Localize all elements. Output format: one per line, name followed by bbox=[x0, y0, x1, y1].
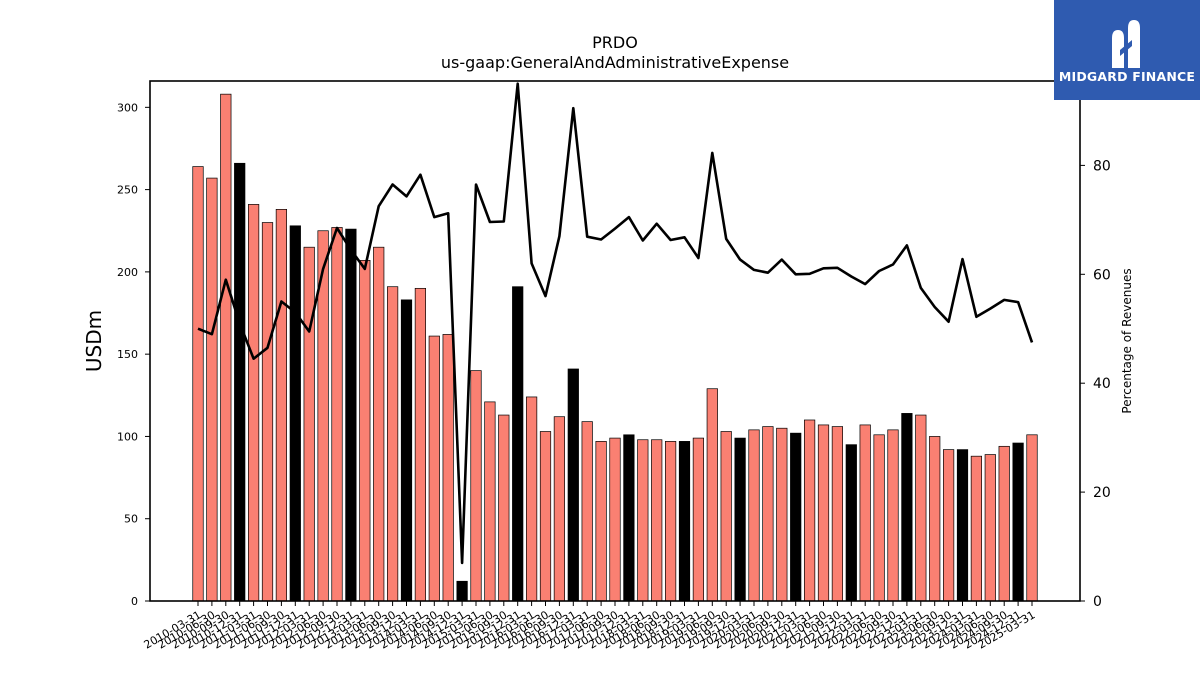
bar-quarter bbox=[261, 222, 274, 602]
bar-annual bbox=[234, 162, 246, 602]
y-tick-label: 100 bbox=[117, 430, 138, 443]
y-tick-label: 0 bbox=[131, 595, 138, 608]
bar-quarter bbox=[553, 416, 566, 602]
bar-quarter bbox=[303, 246, 315, 602]
bar-quarter bbox=[664, 441, 677, 602]
bar-quarter bbox=[359, 260, 371, 602]
bar-quarter bbox=[803, 419, 816, 602]
bar-quarter bbox=[414, 287, 426, 602]
bar-annual bbox=[567, 368, 579, 602]
bar-annual bbox=[956, 449, 969, 602]
bar-quarter bbox=[817, 424, 830, 602]
bar-quarter bbox=[428, 335, 440, 602]
bar-quarter bbox=[984, 454, 996, 602]
bar-annual bbox=[678, 441, 691, 602]
bar-quarter bbox=[651, 439, 663, 602]
bar-quarter bbox=[373, 246, 385, 602]
bar-quarter bbox=[498, 414, 510, 602]
y-tick-label: 250 bbox=[117, 184, 138, 197]
bar-quarter bbox=[998, 445, 1010, 602]
line-series bbox=[197, 82, 1034, 565]
y-tick-label: 150 bbox=[117, 348, 138, 361]
y2-tick-label: 80 bbox=[1093, 158, 1111, 174]
bar-quarter bbox=[220, 93, 232, 602]
y2-tick-label: 40 bbox=[1093, 376, 1111, 392]
bar-quarter bbox=[748, 429, 760, 602]
axis-ticks: 0501001502002503000204060802010-03-31201… bbox=[117, 101, 1111, 651]
bar-quarter bbox=[831, 426, 844, 602]
bar-quarter bbox=[692, 437, 705, 602]
bar-annual bbox=[790, 432, 802, 602]
bar-quarter bbox=[275, 209, 287, 602]
plot-frame bbox=[149, 80, 1081, 602]
chart-subtitle: us-gaap:GeneralAndAdministrativeExpense bbox=[441, 53, 789, 72]
y2-tick-label: 0 bbox=[1093, 594, 1102, 610]
y-tick-label: 200 bbox=[117, 266, 138, 279]
bar-quarter bbox=[331, 227, 343, 602]
bar-quarter bbox=[248, 204, 260, 602]
bar-quarter bbox=[442, 334, 454, 602]
bar-quarter bbox=[206, 177, 218, 602]
bar-annual bbox=[1012, 442, 1024, 602]
bar-annual bbox=[901, 413, 913, 602]
bar-quarter bbox=[609, 437, 621, 602]
bar-quarter bbox=[706, 388, 718, 602]
midgard-finance-logo: MIDGARD FINANCE bbox=[1054, 0, 1200, 100]
bar-quarter bbox=[387, 286, 399, 602]
logo-brand-text: MIDGARD FINANCE bbox=[1058, 69, 1196, 84]
bar-annual bbox=[845, 444, 857, 602]
bar-quarter bbox=[762, 426, 774, 602]
bar-quarter bbox=[470, 370, 482, 602]
bar-quarter bbox=[595, 441, 607, 602]
bar-quarter bbox=[525, 396, 538, 602]
y2-axis-label: Percentage of Revenues bbox=[1120, 268, 1134, 413]
bar-quarter bbox=[873, 434, 885, 602]
bar-series bbox=[192, 93, 1038, 602]
y2-tick-label: 60 bbox=[1093, 267, 1111, 283]
bar-annual bbox=[456, 580, 468, 602]
bar-quarter bbox=[887, 429, 899, 602]
bar-quarter bbox=[581, 421, 593, 602]
y2-tick-label: 20 bbox=[1093, 485, 1111, 501]
bar-annual bbox=[734, 437, 746, 602]
y-tick-label: 50 bbox=[124, 513, 138, 526]
bar-annual bbox=[345, 228, 357, 602]
bar-quarter bbox=[970, 455, 983, 602]
bar-quarter bbox=[776, 427, 788, 602]
y-axis-label: USDm bbox=[82, 310, 106, 372]
bar-quarter bbox=[484, 401, 496, 602]
bar-quarter bbox=[720, 431, 732, 602]
bar-annual bbox=[623, 434, 635, 602]
bar-annual bbox=[400, 299, 413, 602]
bar-quarter bbox=[929, 436, 941, 602]
y-tick-label: 300 bbox=[117, 101, 138, 114]
bar-quarter bbox=[915, 414, 927, 602]
percentage-line bbox=[197, 82, 1034, 565]
bar-quarter bbox=[192, 166, 204, 602]
bar-quarter bbox=[942, 449, 955, 602]
bar-quarter bbox=[637, 439, 649, 602]
bar-quarter bbox=[859, 424, 871, 602]
bar-quarter bbox=[1026, 434, 1038, 602]
logo-mark-icon bbox=[1112, 20, 1140, 68]
bar-annual bbox=[512, 286, 524, 602]
bar-annual bbox=[289, 225, 301, 602]
chart-title: PRDO bbox=[592, 33, 638, 52]
bar-quarter bbox=[539, 431, 552, 602]
